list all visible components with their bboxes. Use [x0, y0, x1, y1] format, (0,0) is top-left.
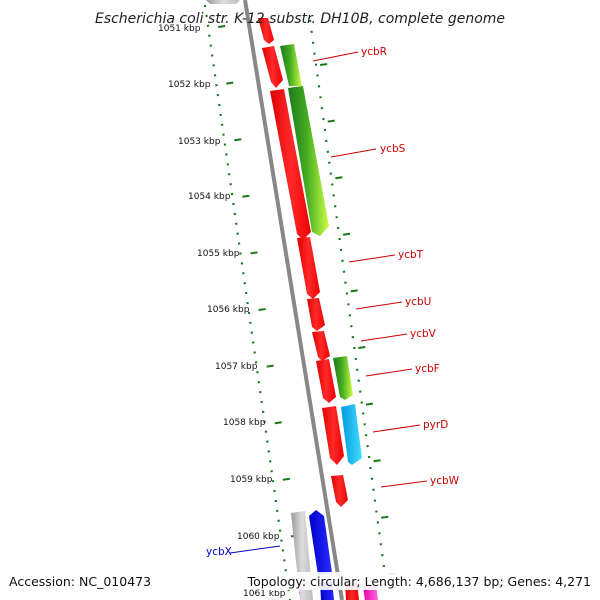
footer-summary-bg: [260, 572, 596, 590]
feature-green: [280, 44, 302, 86]
connector-ycbR: [312, 51, 359, 62]
ruler-tick: [226, 81, 234, 85]
ruler-tick-right: [381, 515, 389, 519]
ruler-tick-right: [373, 459, 381, 463]
ruler-label: 1056 kbp: [207, 305, 250, 315]
ruler-label: 1053 kbp: [178, 137, 221, 147]
feature-track-green: [280, 44, 353, 400]
gene-label-ycbW[interactable]: ycbW: [430, 475, 460, 487]
cds-red: [262, 46, 283, 88]
ruler-label: 1058 kbp: [223, 418, 266, 428]
ruler-tick-right: [335, 176, 343, 180]
gene-label-connectors: [229, 51, 428, 554]
cds-blue: [309, 510, 332, 575]
ruler-tick-right: [342, 232, 351, 236]
gene-label-pyrD[interactable]: pyrD: [423, 419, 448, 431]
map-title: Escherichia coli str. K-12 substr. DH10B…: [95, 11, 505, 27]
connector-pyrD: [372, 424, 421, 433]
accession-text: Accession: NC_010473: [9, 574, 151, 589]
ruler-label: 1052 kbp: [168, 80, 211, 90]
genome-summary-text: Topology: circular; Length: 4,686,137 bp…: [247, 574, 591, 589]
cds-red: [258, 18, 274, 44]
gene-label-ycbX[interactable]: ycbX: [206, 546, 232, 558]
ruler-label: 1051 kbp: [158, 24, 201, 34]
ruler-tick-right: [319, 63, 328, 66]
ruler-labels: 1051 kbp 1052 kbp 1053 kbp 1054 kbp 1055…: [158, 24, 286, 599]
connector-ycbV: [360, 333, 408, 342]
gene-labels: ycbR ycbS ycbT ycbU ycbV ycbF pyrD ycbW …: [206, 46, 460, 558]
ruler-tick: [234, 138, 242, 142]
feature-green: [288, 86, 329, 236]
cds-track-red: [258, 18, 359, 600]
gene-label-ycbF[interactable]: ycbF: [415, 363, 440, 375]
gene-label-ycbV[interactable]: ycbV: [410, 328, 437, 340]
cds-red: [297, 237, 320, 299]
gene-label-ycbR[interactable]: ycbR: [361, 46, 387, 58]
ruler-tick-right: [358, 346, 366, 349]
connector-ycbU: [355, 301, 403, 310]
ruler-tick-right: [327, 119, 335, 123]
ruler-label: 1061 kbp: [243, 589, 286, 599]
footer-accession-bg: [6, 572, 146, 590]
connector-ycbW: [380, 480, 428, 488]
ruler-label: 1060 kbp: [237, 532, 280, 542]
ruler-label: 1054 kbp: [188, 192, 231, 202]
ring-left-dotted: [203, 4, 292, 600]
ruler-label: 1057 kbp: [215, 362, 258, 372]
cds-red: [307, 298, 325, 331]
gene-label-ycbU[interactable]: ycbU: [405, 296, 431, 308]
genome-backbone: [243, 0, 344, 600]
gene-label-ycbS[interactable]: ycbS: [380, 143, 406, 155]
ruler-tick: [274, 421, 282, 425]
connector-ycbT: [348, 254, 396, 263]
cds-red: [270, 89, 311, 240]
ruler-tick: [218, 25, 226, 28]
ruler-tick: [266, 364, 274, 368]
ruler-tick: [282, 477, 290, 481]
ruler-label: 1055 kbp: [197, 249, 240, 259]
cds-red: [312, 331, 330, 361]
ruler-label: 1059 kbp: [230, 475, 273, 485]
gene-label-ycbT[interactable]: ycbT: [398, 249, 424, 261]
feature-green: [333, 356, 353, 400]
ruler-tick-right: [365, 402, 374, 406]
connector-ycbF: [365, 368, 413, 377]
ruler-tick: [250, 251, 258, 255]
ruler-tick: [242, 194, 250, 198]
cds-red: [331, 475, 348, 507]
ruler-tick-right: [350, 289, 358, 293]
feature-gray-top: [206, 0, 240, 4]
connector-ycbS: [330, 148, 377, 158]
cds-red: [322, 406, 344, 465]
connector-ycbX: [229, 545, 281, 554]
feature-cyan: [341, 404, 362, 465]
cds-red: [316, 359, 336, 403]
ruler-tick: [258, 308, 266, 311]
